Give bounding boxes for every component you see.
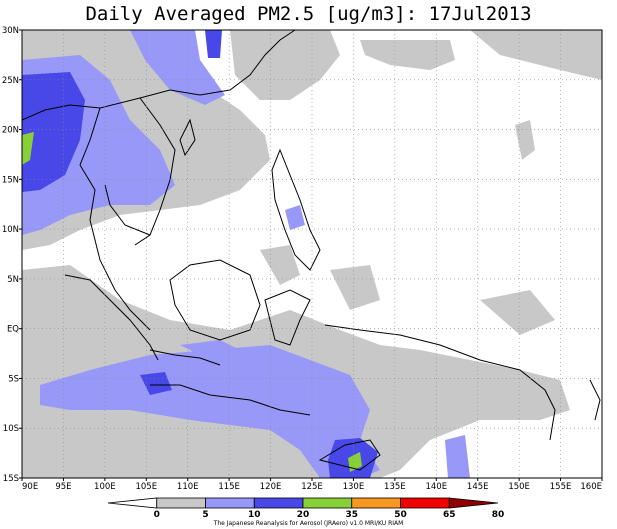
- y-tick-label: 15S: [3, 474, 19, 484]
- x-tick-label: 150E: [508, 482, 530, 492]
- colorbar-label: 10: [248, 510, 261, 520]
- x-tick-label: 125E: [301, 482, 323, 492]
- colorbar-label: 65: [443, 510, 456, 520]
- x-tick-label: 140E: [425, 482, 447, 492]
- pm25-contour-35-50: [22, 132, 362, 472]
- x-tick-label: 120E: [260, 482, 282, 492]
- map-title: Daily Averaged PM2.5 [ug/m3]: 17Jul2013: [85, 3, 532, 25]
- colorbar-cell: [107, 497, 158, 509]
- x-tick-label: 160E: [580, 482, 602, 492]
- colorbar: 0 5 10 20 35 50 65 80: [107, 497, 505, 520]
- x-tick-label: 130E: [343, 482, 365, 492]
- x-tick-label: 155E: [550, 482, 572, 492]
- colorbar-label: 20: [297, 510, 310, 520]
- x-tick-label: 110E: [177, 482, 199, 492]
- graticule: [22, 30, 602, 478]
- x-tick-label: 95E: [55, 482, 71, 492]
- y-tick-label: 30N: [2, 26, 19, 36]
- y-tick-label: 20N: [2, 126, 19, 136]
- colorbar-label: 5: [202, 510, 208, 520]
- credit-line: The Japanese Reanalysis for Aerosol (JRA…: [213, 520, 404, 527]
- x-tick-label: 90E: [22, 482, 38, 492]
- x-tick-label: 115E: [218, 482, 240, 492]
- colorbar-cell: [351, 497, 401, 509]
- y-tick-label: 25N: [2, 76, 19, 86]
- colorbar-cell: [205, 497, 255, 509]
- y-tick-label: 10S: [3, 424, 19, 434]
- y-axis-ticks: 30N 25N 20N 15N 10N 5N EQ 5S 10S 15S: [2, 26, 22, 484]
- colorbar-cell: [253, 497, 304, 509]
- colorbar-cell: [400, 497, 450, 509]
- x-tick-label: 145E: [467, 482, 489, 492]
- y-tick-label: EQ: [7, 325, 19, 335]
- x-axis-ticks: 90E 95E 100E 105E 110E 115E 120E 125E 130E 135E 14…: [21, 478, 603, 492]
- colorbar-label: 80: [492, 510, 505, 520]
- y-tick-label: 5S: [8, 374, 19, 384]
- colorbar-label: 50: [394, 510, 407, 520]
- y-tick-label: 15N: [2, 175, 19, 185]
- coastlines: [22, 30, 601, 471]
- x-tick-label: 135E: [384, 482, 406, 492]
- colorbar-cell: [156, 497, 206, 509]
- y-tick-label: 5N: [7, 275, 19, 285]
- colorbar-cell: [448, 497, 499, 509]
- y-tick-label: 10N: [2, 225, 19, 235]
- colorbar-label: 0: [154, 510, 160, 520]
- x-tick-label: 105E: [135, 482, 157, 492]
- colorbar-cell: [302, 497, 353, 509]
- colorbar-label: 35: [345, 510, 358, 520]
- x-tick-label: 100E: [94, 482, 116, 492]
